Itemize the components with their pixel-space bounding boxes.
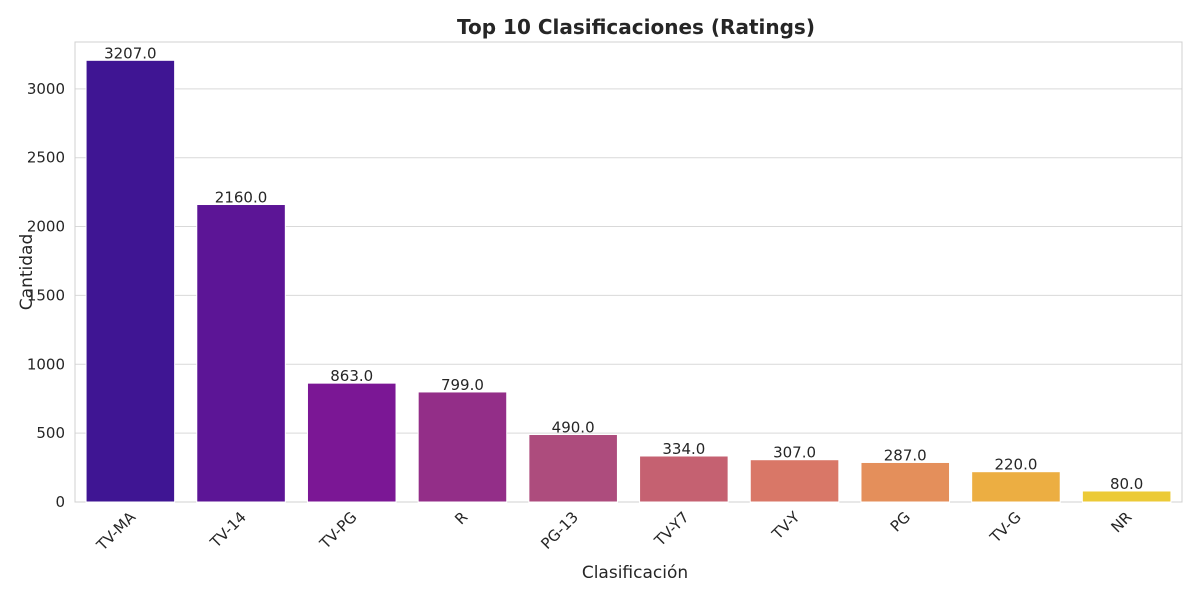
y-tick-labels: 0 500 1000 1500 2000 2500 3000 — [27, 80, 65, 511]
bar-tv-y7 — [639, 455, 729, 503]
x-tick-label: TV-Y7 — [650, 508, 692, 550]
data-label: 220.0 — [994, 456, 1037, 474]
y-tick-label: 3000 — [27, 80, 65, 98]
x-tick-label: TV-PG — [316, 508, 361, 553]
x-tick-label: TV-G — [986, 508, 1025, 547]
y-tick-label: 2000 — [27, 218, 65, 236]
bar-tv-14 — [196, 204, 286, 503]
bar-pg-13 — [528, 434, 618, 503]
data-label: 307.0 — [773, 444, 816, 462]
data-label: 2160.0 — [215, 189, 268, 207]
bar-nr — [1081, 490, 1172, 503]
bar-pg — [860, 461, 951, 503]
x-tick-label: TV-Y — [768, 508, 804, 544]
data-label: 863.0 — [330, 367, 373, 385]
data-label: 490.0 — [552, 419, 595, 437]
bar-tv-ma — [85, 59, 176, 503]
y-tick-label: 500 — [36, 424, 65, 442]
x-tick-label: R — [451, 508, 471, 528]
data-label: 80.0 — [1110, 475, 1143, 493]
chart-title: Top 10 Clasificaciones (Ratings) — [457, 15, 815, 39]
data-labels: 3207.0 2160.0 863.0 799.0 490.0 334.0 307.0 287… — [104, 44, 1143, 493]
y-tick-label: 0 — [55, 493, 65, 511]
x-tick-label: TV-MA — [92, 508, 139, 555]
y-tick-label: 1500 — [27, 286, 65, 304]
y-axis-label: Cantidad — [17, 234, 37, 310]
y-tick-label: 1000 — [27, 355, 65, 373]
bar-tv-g — [971, 471, 1061, 503]
data-label: 287.0 — [884, 446, 927, 464]
x-axis-label: Clasificación — [582, 563, 688, 583]
data-label: 799.0 — [441, 376, 484, 394]
x-tick-label: PG-13 — [537, 508, 582, 553]
y-tick-label: 2500 — [27, 149, 65, 167]
x-tick-label: PG — [887, 508, 914, 535]
data-label: 334.0 — [662, 440, 705, 458]
bar-tv-y — [749, 459, 840, 503]
x-tick-labels: TV-MA TV-14 TV-PG R PG-13 TV-Y7 TV-Y PG TV-G NR — [92, 508, 1135, 555]
bar-r — [417, 391, 508, 503]
x-tick-label: NR — [1107, 508, 1135, 536]
plot-frame — [74, 41, 1183, 503]
data-label: 3207.0 — [104, 44, 157, 62]
bar-tv-pg — [306, 382, 397, 503]
x-tick-label: TV-14 — [206, 508, 250, 552]
bars — [85, 59, 1172, 503]
